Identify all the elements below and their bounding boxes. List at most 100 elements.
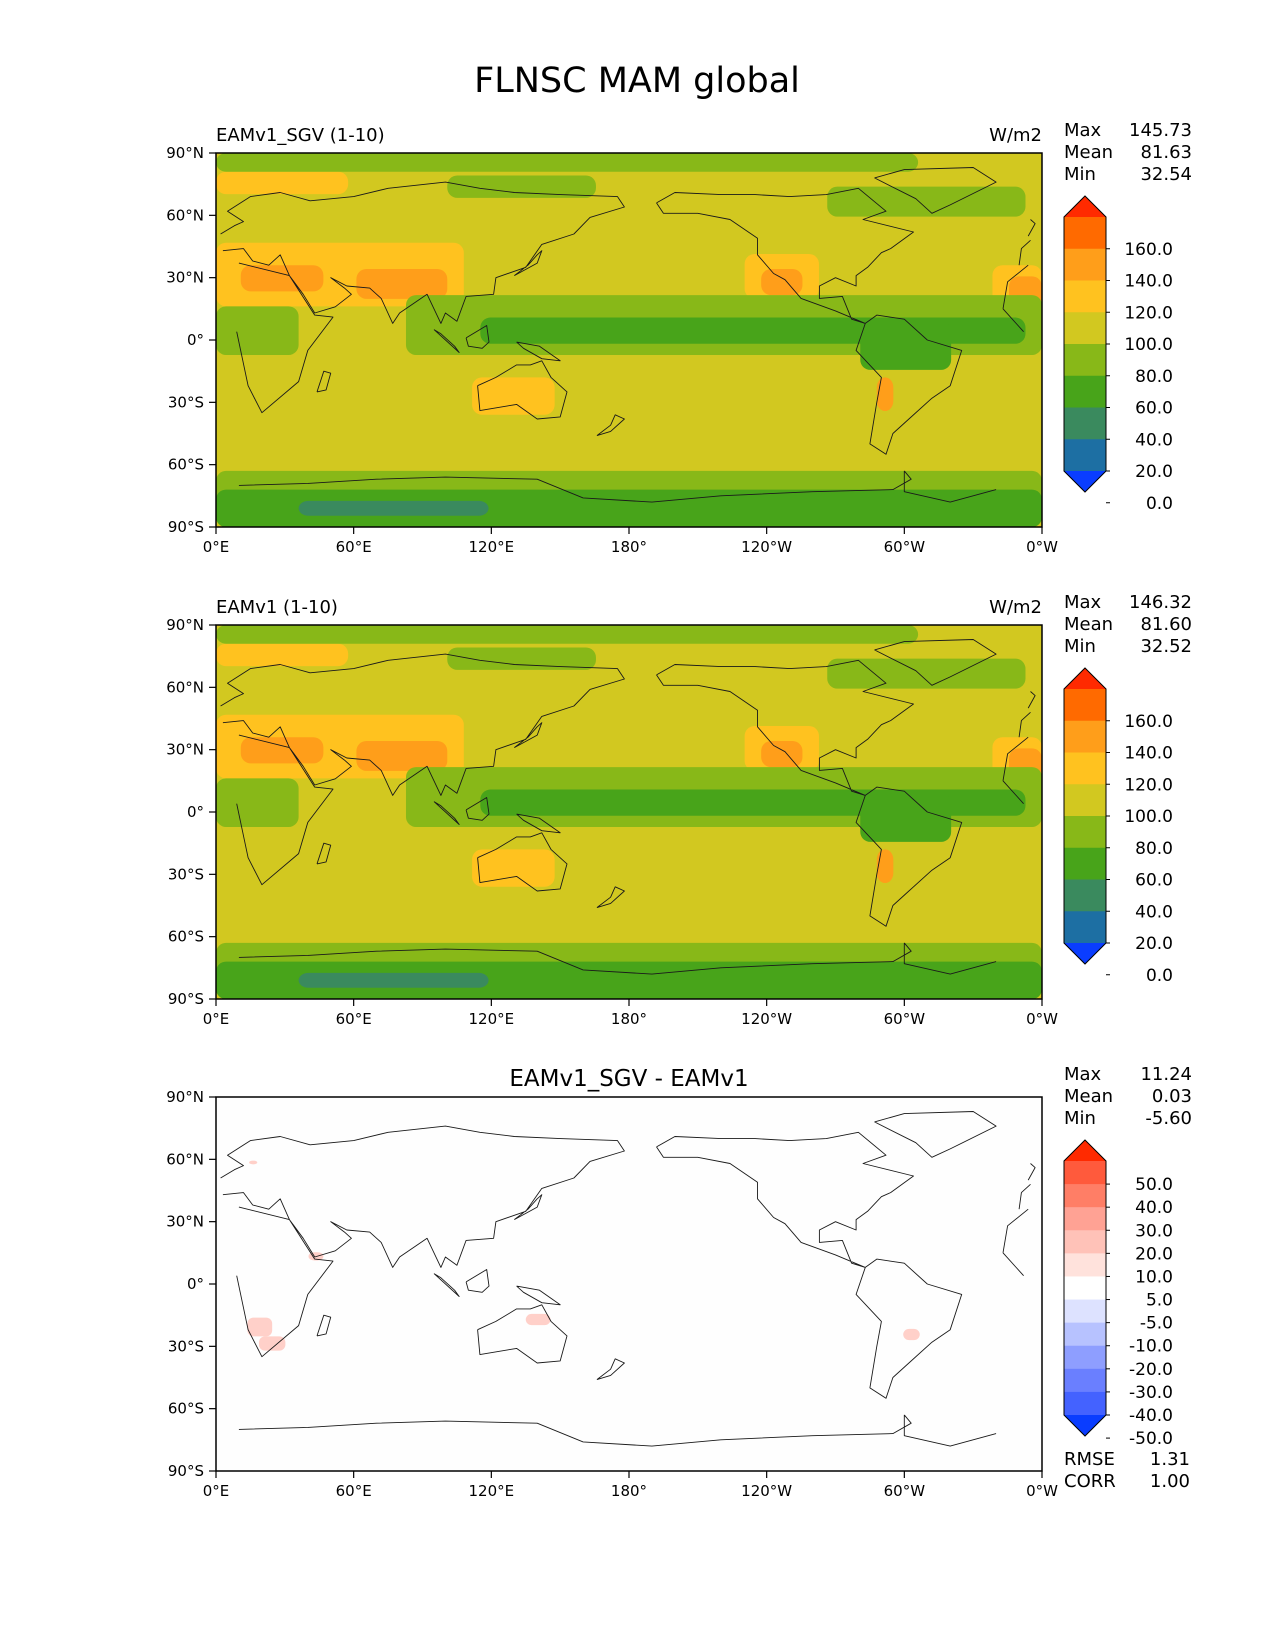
- panel-diff: 0°E 60°E 120°E 180° 120°W 60°W 0°W 90°N 60°N 30°N…: [166, 1064, 1192, 1500]
- colorbar-segment: [1064, 217, 1106, 250]
- colorbar-outline: [1063, 667, 1107, 965]
- colorbar-segment: [1064, 1368, 1106, 1393]
- field-contour: [216, 778, 299, 827]
- map-area: [216, 153, 1042, 527]
- colorbar-segment: [1064, 689, 1106, 722]
- colorbar-outline: [1063, 1139, 1107, 1437]
- lon-tick-label: 60°W: [884, 538, 926, 556]
- colorbar-segment: [1064, 752, 1106, 785]
- lon-tick-label: 120°W: [741, 1482, 792, 1500]
- stat-value: 32.52: [1140, 636, 1192, 657]
- stat-label: Max: [1064, 592, 1102, 613]
- colorbar-segment: [1064, 375, 1106, 409]
- colorbar-label: 160.0: [1124, 240, 1173, 260]
- colorbar-segment: [1064, 720, 1106, 754]
- colorbar-label: 120.0: [1124, 303, 1173, 323]
- colorbar-label: 20.0: [1135, 934, 1173, 954]
- lon-tick-label: 60°W: [884, 1482, 926, 1500]
- field-contour: [472, 849, 555, 887]
- stat-value: 32.54: [1140, 164, 1192, 185]
- units-label: W/m2: [989, 125, 1042, 146]
- colorbar-segment: [1064, 879, 1106, 912]
- colorbar-extend-top: [1064, 668, 1106, 689]
- colorbar-segment: [1064, 1391, 1106, 1416]
- field-contour: [860, 793, 952, 842]
- field-contour: [216, 306, 299, 355]
- colorbar-label: -40.0: [1129, 1406, 1173, 1426]
- stat-label: Min: [1064, 1108, 1096, 1129]
- colorbar-label: 80.0: [1135, 367, 1173, 387]
- lat-tick-label: 0°: [187, 803, 204, 821]
- coastlines: [220, 167, 1036, 503]
- colorbar-segment: [1064, 407, 1106, 440]
- colorbar-segment: [1064, 847, 1106, 881]
- colorbar-segment: [1064, 1322, 1106, 1347]
- colorbar-label: 50.0: [1135, 1175, 1173, 1195]
- panel-title: EAMv1_SGV (1-10): [216, 125, 385, 146]
- colorbar-label: -10.0: [1129, 1337, 1173, 1357]
- colorbar-segment: [1064, 312, 1106, 345]
- lon-tick-label: 0°W: [1026, 1010, 1058, 1028]
- field-contour: [761, 268, 803, 296]
- lat-tick-label: 60°N: [166, 206, 204, 224]
- colorbar-segment: [1064, 439, 1106, 472]
- field-contour: [216, 625, 919, 644]
- lat-tick-label: 30°S: [168, 865, 204, 883]
- colorbar-label: -50.0: [1129, 1429, 1173, 1449]
- colorbar-label: 100.0: [1124, 335, 1173, 355]
- colorbar-segment: [1064, 248, 1106, 282]
- lon-tick-label: 0°E: [203, 1482, 230, 1500]
- lat-tick-label: 90°S: [168, 990, 204, 1008]
- lat-tick-label: 90°N: [166, 144, 204, 162]
- stat-label: Mean: [1064, 614, 1113, 635]
- lat-tick-label: 60°S: [168, 928, 204, 946]
- colorbar-label: 40.0: [1135, 902, 1173, 922]
- colorbar-segment: [1064, 911, 1106, 944]
- field-contour: [472, 377, 555, 415]
- figure-title: FLNSC MAM global: [474, 61, 800, 101]
- difference-patch: [525, 1313, 551, 1326]
- lon-tick-label: 120°W: [741, 538, 792, 556]
- lat-tick-label: 90°S: [168, 518, 204, 536]
- difference-patch: [247, 1317, 273, 1337]
- lon-tick-label: 120°E: [469, 1010, 515, 1028]
- colorbar-segment: [1064, 1299, 1106, 1324]
- lon-tick-label: 120°E: [469, 538, 515, 556]
- field-contour: [860, 321, 952, 370]
- colorbar-label: 40.0: [1135, 1198, 1173, 1218]
- coastlines: [220, 639, 1036, 975]
- lat-tick-label: 60°S: [168, 1400, 204, 1418]
- stat-label: Mean: [1064, 142, 1113, 163]
- stat-value: 0.03: [1152, 1086, 1192, 1107]
- difference-patch: [903, 1328, 920, 1341]
- colorbar-label: 120.0: [1124, 775, 1173, 795]
- lon-tick-label: 180°: [611, 1482, 647, 1500]
- lat-tick-label: 30°N: [166, 741, 204, 759]
- field-contour: [876, 849, 894, 884]
- lat-tick-label: 0°: [187, 1275, 204, 1293]
- lat-tick-label: 60°N: [166, 678, 204, 696]
- panel-test: 0°E 60°E 120°E 180° 120°W 60°W 0°W 90°N 60°N 30°N…: [166, 120, 1192, 556]
- colorbar-segment: [1064, 1345, 1106, 1370]
- colorbar-segment: [1064, 1161, 1106, 1185]
- stat-value: 146.32: [1129, 592, 1192, 613]
- colorbar-label: 30.0: [1135, 1221, 1173, 1241]
- field-contour: [298, 500, 489, 516]
- field-contour: [447, 175, 596, 198]
- colorbar-segment: [1064, 1184, 1106, 1208]
- stat-label: CORR: [1064, 1471, 1116, 1492]
- colorbar-label: -20.0: [1129, 1360, 1173, 1380]
- field-contour: [216, 171, 349, 195]
- colorbar-label: 100.0: [1124, 807, 1173, 827]
- colorbar-segment: [1064, 1230, 1106, 1254]
- stat-value: 81.63: [1140, 142, 1192, 163]
- lat-tick-label: 0°: [187, 331, 204, 349]
- colorbar-extend-bottom: [1064, 471, 1106, 492]
- lat-tick-label: 30°S: [168, 1337, 204, 1355]
- colorbar-extend-top: [1064, 1140, 1106, 1161]
- units-label: W/m2: [989, 597, 1042, 618]
- lat-tick-label: 60°N: [166, 1150, 204, 1168]
- colorbar-extend-bottom: [1064, 943, 1106, 964]
- field-contour: [827, 658, 1026, 689]
